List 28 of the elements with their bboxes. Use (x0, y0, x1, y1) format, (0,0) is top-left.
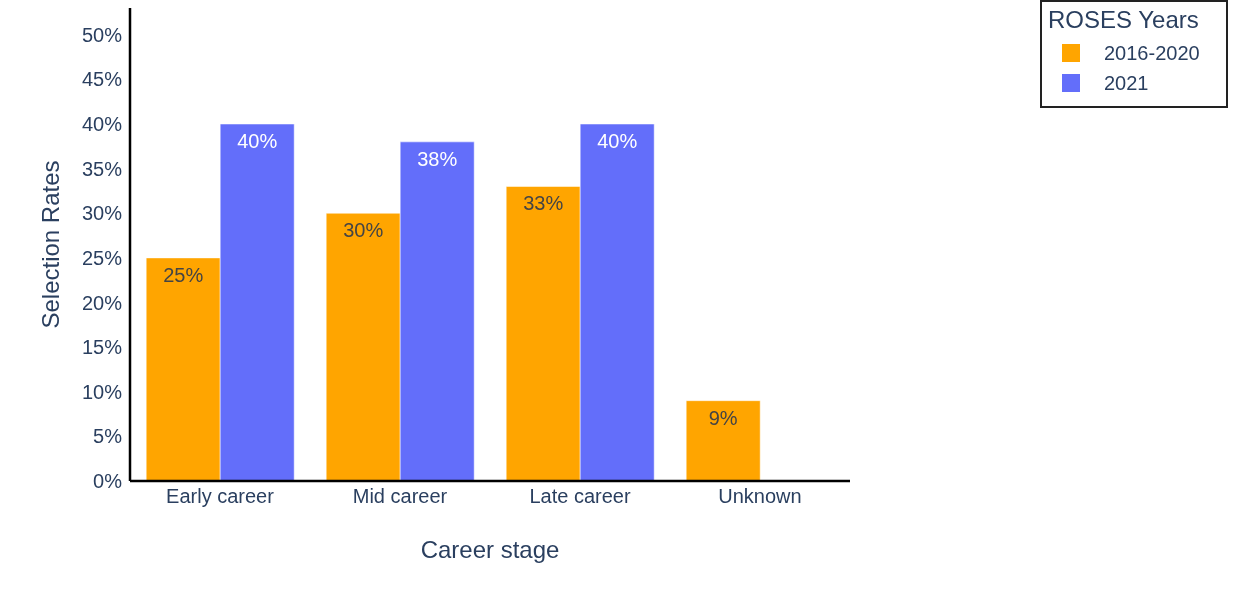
data-label: 40% (597, 130, 638, 153)
legend-label: 2016-2020 (1103, 40, 1201, 66)
y-tick-label: 25% (81, 246, 123, 269)
y-tick-label: 30% (81, 202, 123, 225)
legend-title: ROSES Years (1048, 6, 1200, 34)
bar (685, 400, 761, 481)
y-tick-label: 50% (81, 23, 123, 46)
data-label: 33% (523, 192, 564, 215)
data-label: 40% (237, 130, 278, 153)
y-axis-title: Selection Rates (36, 160, 64, 329)
data-label: 9% (708, 406, 738, 429)
data-label: 38% (417, 147, 458, 170)
data-label: 25% (163, 263, 204, 286)
y-tick-label: 20% (81, 291, 123, 314)
y-tick-label: 35% (81, 157, 123, 180)
x-tick-label: Mid career (352, 485, 448, 508)
x-axis-title: Career stage (420, 536, 560, 564)
x-tick-label: Early career (166, 485, 275, 508)
x-tick-label: Late career (529, 485, 631, 508)
x-tick-label: Unknown (718, 485, 802, 508)
y-tick-label: 10% (81, 380, 123, 403)
y-tick-label: 0% (93, 470, 123, 493)
y-tick-label: 40% (81, 113, 123, 136)
data-label: 30% (343, 219, 384, 242)
y-tick-label: 15% (81, 336, 123, 359)
y-tick-label: 45% (81, 68, 123, 91)
legend-label: 2021 (1103, 70, 1150, 96)
y-tick-label: 5% (93, 425, 123, 448)
